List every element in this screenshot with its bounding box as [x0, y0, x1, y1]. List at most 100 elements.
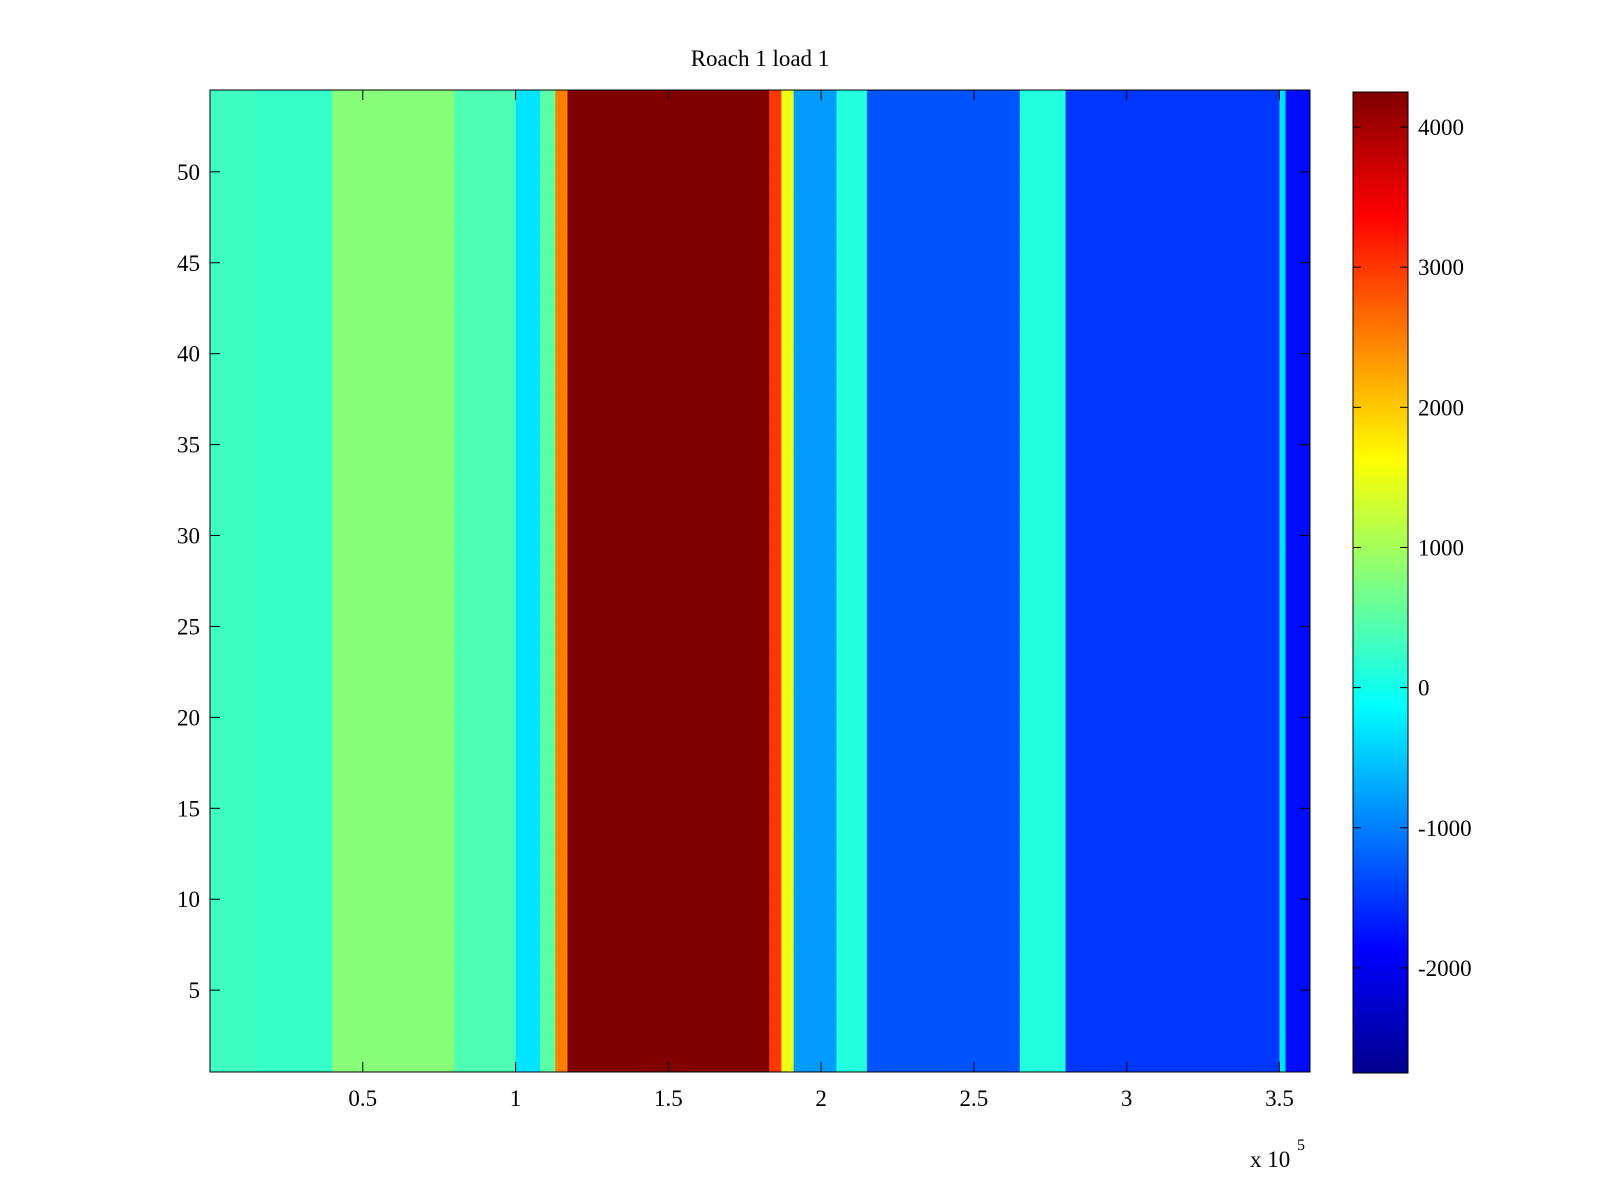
heatmap-cell	[866, 126, 1021, 146]
heatmap-cell	[255, 399, 333, 418]
heatmap-cell	[769, 326, 782, 346]
heatmap-cell	[769, 471, 782, 491]
heatmap-cell	[454, 235, 517, 255]
heatmap-cell	[454, 635, 517, 655]
heatmap-cell	[567, 581, 770, 600]
heatmap-cell	[866, 871, 1021, 891]
heatmap-cell	[836, 835, 868, 855]
heatmap-cell	[567, 744, 770, 764]
heatmap-cell	[540, 781, 556, 800]
heatmap-cell	[540, 1017, 556, 1037]
heatmap-cell	[1279, 599, 1287, 618]
heatmap-cell	[781, 108, 795, 127]
heatmap-cell	[866, 744, 1021, 764]
heatmap-cell	[540, 926, 556, 946]
heatmap-cell	[1019, 944, 1067, 964]
heatmap-cell	[836, 726, 868, 746]
y-tick-label: 15	[177, 796, 200, 821]
heatmap-cell	[836, 526, 868, 546]
heatmap-cell	[866, 199, 1021, 218]
heatmap-cell	[454, 781, 517, 800]
heatmap-cell	[567, 1017, 770, 1037]
heatmap-cell	[540, 817, 556, 837]
heatmap-cell	[555, 817, 569, 837]
heatmap-cell	[332, 435, 456, 455]
heatmap-cell	[836, 199, 868, 218]
heatmap-cell	[1065, 762, 1281, 782]
heatmap-cell	[1285, 380, 1310, 400]
chart-title: Roach 1 load 1	[691, 46, 830, 71]
heatmap-cell	[1065, 217, 1281, 237]
heatmap-cell	[836, 126, 868, 146]
heatmap-cell	[793, 435, 837, 455]
heatmap-cell	[781, 362, 795, 382]
heatmap-cell	[540, 326, 556, 346]
heatmap-cell	[210, 380, 257, 400]
heatmap-cell	[1279, 144, 1287, 164]
heatmap-cell	[332, 981, 456, 1000]
heatmap-cell	[781, 508, 795, 528]
heatmap-cell	[781, 981, 795, 1000]
heatmap-cell	[255, 708, 333, 728]
heatmap-cell	[781, 671, 795, 691]
heatmap-cell	[836, 144, 868, 164]
heatmap-cell	[793, 799, 837, 819]
heatmap-cell	[866, 1035, 1021, 1055]
heatmap-cell	[515, 1053, 541, 1072]
heatmap-cell	[1279, 999, 1287, 1019]
heatmap-cell	[540, 490, 556, 509]
heatmap-cell	[540, 362, 556, 382]
heatmap-cell	[1065, 544, 1281, 564]
heatmap-cell	[555, 871, 569, 891]
heatmap-cell	[332, 708, 456, 728]
heatmap-cell	[866, 235, 1021, 255]
heatmap-cell	[781, 635, 795, 655]
heatmap-cell	[540, 144, 556, 164]
heatmap-cell	[555, 835, 569, 855]
heatmap-cell	[793, 453, 837, 473]
heatmap-cell	[1285, 690, 1310, 709]
heatmap-cell	[210, 362, 257, 382]
heatmap-cell	[781, 90, 795, 109]
heatmap-cell	[1279, 962, 1287, 982]
heatmap-cell	[1019, 271, 1067, 291]
heatmap-cell	[1019, 108, 1067, 127]
heatmap-cell	[255, 471, 333, 491]
heatmap-cell	[567, 690, 770, 709]
heatmap-cell	[1285, 908, 1310, 928]
heatmap-cell	[255, 690, 333, 709]
heatmap-cell	[793, 599, 837, 618]
heatmap-cell	[332, 1017, 456, 1037]
heatmap-cell	[567, 635, 770, 655]
heatmap-cell	[1019, 690, 1067, 709]
heatmap-cell	[866, 108, 1021, 127]
heatmap-cell	[255, 635, 333, 655]
heatmap-cell	[1285, 235, 1310, 255]
heatmap-cell	[1279, 871, 1287, 891]
heatmap-cell	[555, 362, 569, 382]
heatmap-cell	[769, 144, 782, 164]
heatmap-cell	[454, 526, 517, 546]
heatmap-cell	[1279, 817, 1287, 837]
heatmap-cell	[332, 890, 456, 909]
heatmap-cell	[255, 617, 333, 637]
heatmap-cell	[1279, 290, 1287, 309]
heatmap-cell	[567, 344, 770, 364]
heatmap-cell	[1279, 690, 1287, 709]
heatmap-cell	[836, 326, 868, 346]
heatmap-cell	[1065, 199, 1281, 218]
heatmap-cell	[210, 635, 257, 655]
heatmap-cell	[454, 344, 517, 364]
heatmap-cell	[540, 671, 556, 691]
heatmap-cell	[567, 490, 770, 509]
heatmap-cell	[454, 708, 517, 728]
heatmap-cell	[1279, 435, 1287, 455]
heatmap-cell	[332, 744, 456, 764]
heatmap-cell	[515, 653, 541, 673]
heatmap-cell	[210, 690, 257, 709]
heatmap-cell	[255, 1053, 333, 1072]
heatmap-cell	[1279, 1035, 1287, 1055]
heatmap-cell	[793, 581, 837, 600]
heatmap-cell	[793, 544, 837, 564]
heatmap-cell	[210, 817, 257, 837]
